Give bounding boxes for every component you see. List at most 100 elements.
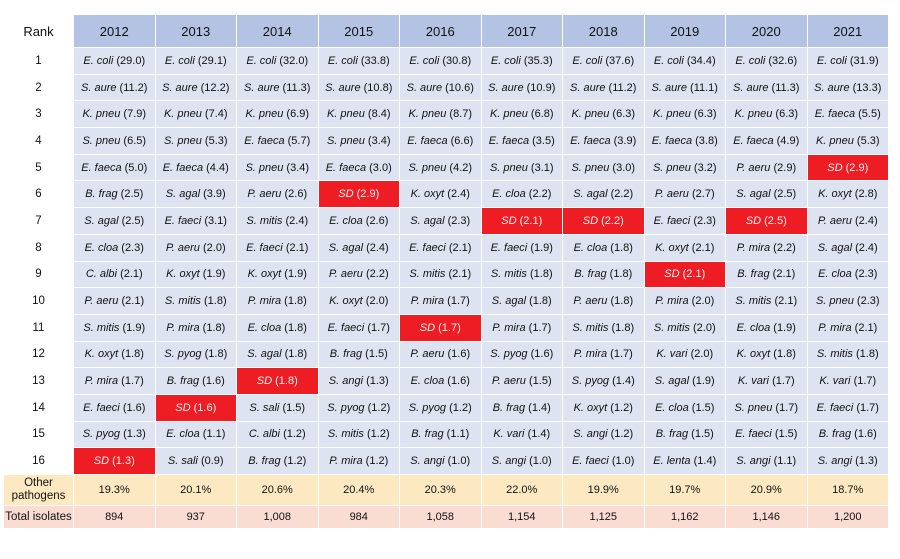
pathogen-cell: E. coli (32.6) xyxy=(726,48,807,74)
pathogen-percent: (1.4) xyxy=(612,375,635,388)
pathogen-cell: S. mitis (1.8) xyxy=(807,341,888,368)
pathogen-name: E. cloa xyxy=(818,268,852,281)
pathogen-cell: S. pyog (1.2) xyxy=(400,394,481,421)
pathogen-cell: K. oxyt (1.2) xyxy=(563,394,644,421)
pathogen-name: S. aure xyxy=(325,81,361,94)
pathogen-name: K. pneu xyxy=(245,108,284,121)
pathogen-percent: (2.9) xyxy=(773,161,797,174)
pathogen-name: K. vari xyxy=(493,428,525,441)
rank-column-header: Rank xyxy=(4,15,73,47)
pathogen-cell: E. faeca (3.5) xyxy=(481,128,562,154)
pathogen-name: S. pneu xyxy=(408,161,447,174)
pathogen-cell: S. agal (3.9) xyxy=(155,181,236,208)
pathogen-name: S. agal xyxy=(84,214,119,227)
pathogen-rank-table-wrapper: Rank 2012 2013 2014 2015 2016 2017 2018 2019 202… xyxy=(3,14,889,529)
pathogen-name: S. agal xyxy=(817,241,853,254)
rank-number: 1 xyxy=(4,48,73,74)
pathogen-cell: E. coli (31.9) xyxy=(807,48,888,74)
pathogen-name: S. sali xyxy=(249,401,280,414)
pathogen-name: E. coli xyxy=(327,54,358,67)
pathogen-cell: S. pneu (3.0) xyxy=(563,154,644,181)
pathogen-name: E. cloa xyxy=(247,321,282,334)
pathogen-cell: K. pneu (7.4) xyxy=(155,101,236,128)
pathogen-cell: S. aure (10.9) xyxy=(481,74,562,101)
pathogen-percent: (1.2) xyxy=(365,455,389,468)
pathogen-name: E. faeca xyxy=(733,134,774,147)
pathogen-cell: P. aeru (2.7) xyxy=(644,181,725,208)
pathogen-percent: (33.8) xyxy=(360,54,390,67)
pathogen-cell: E. coli (29.0) xyxy=(74,48,155,74)
year-header: 2019 xyxy=(644,15,725,47)
pathogen-percent: (1.0) xyxy=(529,455,552,468)
pathogen-percent: (1.8) xyxy=(204,348,228,361)
pathogen-percent: (3.5) xyxy=(532,134,555,147)
pathogen-cell: E. faeci (1.7) xyxy=(807,394,888,421)
pathogen-name: E. faeca xyxy=(244,134,285,147)
pathogen-percent: (34.4) xyxy=(686,54,716,67)
pathogen-cell: K. pneu (6.3) xyxy=(644,101,725,128)
pathogen-percent: (5.5) xyxy=(858,108,881,121)
pathogen-percent: (1.2) xyxy=(367,428,390,441)
pathogen-cell: E. faeca (4.9) xyxy=(726,128,807,154)
pathogen-percent: (1.7) xyxy=(772,375,795,388)
pathogen-cell: K. oxyt (2.0) xyxy=(318,288,399,314)
pathogen-cell: S. mitis (1.2) xyxy=(318,421,399,448)
pathogen-percent: (5.3) xyxy=(856,134,880,147)
pathogen-name: S. agal xyxy=(491,295,527,308)
pathogen-name: S. angi xyxy=(410,455,445,468)
pathogen-percent: (1.6) xyxy=(447,375,470,388)
pathogen-name: E. cloa xyxy=(329,214,363,227)
pathogen-percent: (1.9) xyxy=(202,268,226,281)
pathogen-name: P. aeru xyxy=(817,214,852,227)
year-header: 2013 xyxy=(155,15,236,47)
pathogen-cell: E. faeca (3.0) xyxy=(318,154,399,181)
pathogen-cell: S. aure (11.1) xyxy=(644,74,725,101)
pathogen-percent: (1.8) xyxy=(610,241,633,254)
pathogen-rank-table: Rank 2012 2013 2014 2015 2016 2017 2018 2019 202… xyxy=(3,14,889,529)
pathogen-cell: S. aure (10.6) xyxy=(400,74,481,101)
pathogen-percent: (6.3) xyxy=(775,108,799,121)
pathogen-name: S. aure xyxy=(570,81,606,94)
pathogen-name: E. faeca xyxy=(570,134,611,147)
rank-row: 16 SD (1.3) S. sali (0.9) B. frag (1.2) P. m… xyxy=(4,448,888,474)
pathogen-cell: E. faeca (3.9) xyxy=(563,128,644,154)
pathogen-percent: (2.4) xyxy=(447,188,470,201)
pathogen-percent: (2.2) xyxy=(773,241,796,254)
pathogen-cell: S. aure (10.8) xyxy=(318,74,399,101)
pathogen-cell: S. agal (2.3) xyxy=(400,208,481,234)
pathogen-cell: B. frag (2.5) xyxy=(74,181,155,208)
pathogen-percent: (1.6) xyxy=(193,401,217,414)
pathogen-cell: E. cloa (1.9) xyxy=(726,314,807,341)
pathogen-percent: (31.9) xyxy=(849,54,879,67)
pathogen-name: S. angi xyxy=(328,375,364,388)
pathogen-name: S. agal xyxy=(654,375,690,388)
pathogen-percent: (2.6) xyxy=(365,214,389,227)
pathogen-cell: S. pneu (4.2) xyxy=(400,154,481,181)
pathogen-percent: (1.7) xyxy=(528,321,552,334)
pathogen-cell: S. pyog (1.3) xyxy=(74,421,155,448)
pathogen-cell: E. faeci (2.1) xyxy=(237,234,318,261)
pathogen-percent: (1.2) xyxy=(283,455,307,468)
pathogen-name: E. faeca xyxy=(814,108,856,121)
total-isolates-value: 937 xyxy=(155,506,236,528)
pathogen-cell: E. coli (35.3) xyxy=(481,48,562,74)
pathogen-cell: S. sali (0.9) xyxy=(155,448,236,474)
pathogen-cell: E. cloa (1.6) xyxy=(400,368,481,394)
pathogen-percent: (3.9) xyxy=(613,134,637,147)
pathogen-name: B. frag xyxy=(248,455,281,468)
pathogen-name: S. angi xyxy=(573,428,608,441)
pathogen-percent: (1.4) xyxy=(693,455,717,468)
pathogen-cell: P. aeru (1.8) xyxy=(563,288,644,314)
pathogen-cell: E. cloa (1.8) xyxy=(563,234,644,261)
pathogen-percent: (1.8) xyxy=(284,295,307,308)
pathogen-name: E. faeca xyxy=(651,134,693,147)
sd-highlight-cell: SD (2.9) xyxy=(318,181,399,208)
pathogen-percent: (12.2) xyxy=(200,81,230,94)
pathogen-percent: (2.7) xyxy=(692,188,715,201)
pathogen-cell: S. agal (2.5) xyxy=(74,208,155,234)
pathogen-name: P. mira xyxy=(84,375,119,388)
rank-row: 13 P. mira (1.7) B. frag (1.6) SD (1.8) S. a… xyxy=(4,368,888,394)
pathogen-name: B. frag xyxy=(85,188,118,201)
pathogen-cell: P. aeru (2.6) xyxy=(237,181,318,208)
pathogen-percent: (2.1) xyxy=(854,321,878,334)
